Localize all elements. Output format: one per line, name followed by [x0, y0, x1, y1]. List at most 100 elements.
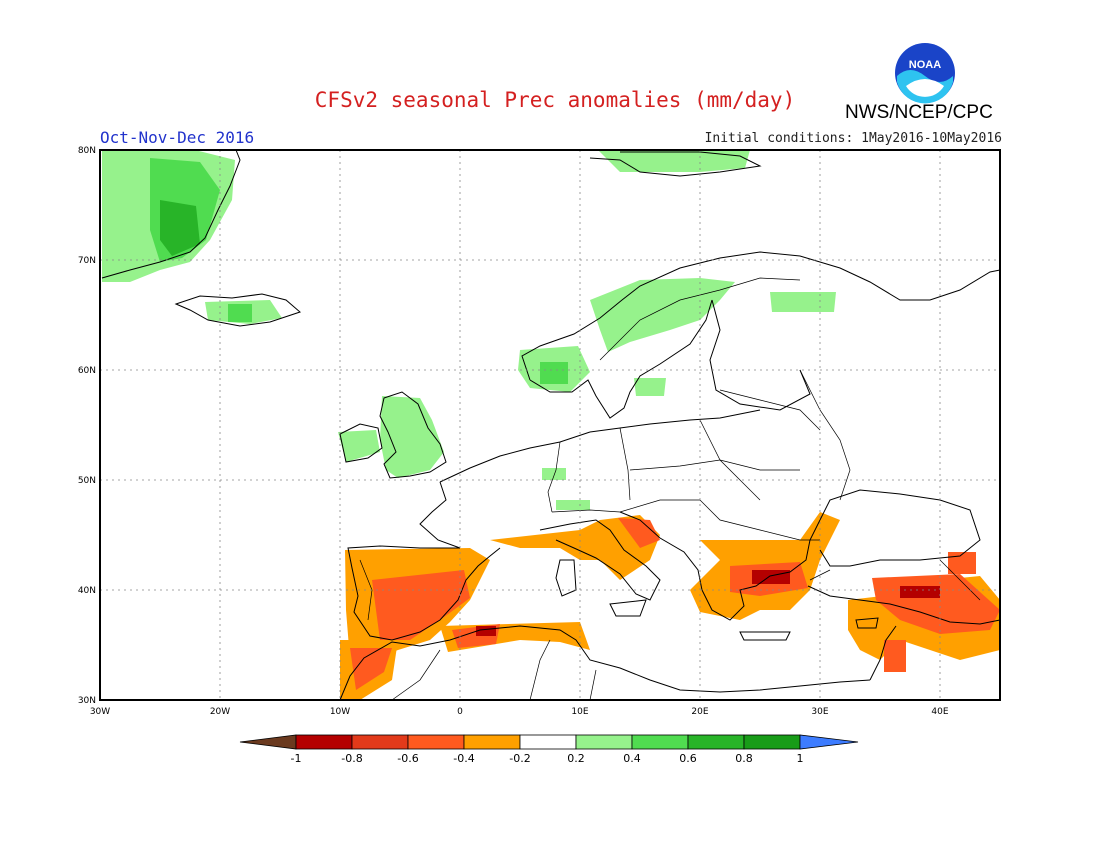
svalbard-coast — [589, 151, 762, 177]
legend-swatch — [743, 734, 801, 750]
levant-coast — [869, 625, 897, 681]
greece-coast — [701, 519, 821, 621]
color-legend: -1 -0.8 -0.6 -0.4 -0.2 0.2 0.4 0.6 0.8 1 — [239, 734, 859, 765]
levant-dry-anomaly — [884, 640, 906, 672]
country-borders — [359, 277, 981, 701]
legend-swatch — [575, 734, 633, 750]
legend-arrow-high — [799, 734, 859, 750]
greenland-wet-anomaly-core — [160, 200, 200, 256]
noaa-logo-text: NOAA — [909, 59, 941, 71]
border-north-africa — [391, 639, 597, 701]
lon-label: 30W — [90, 707, 110, 717]
sicily-coast — [609, 599, 647, 617]
lon-label: 20E — [691, 707, 708, 717]
map-title: CFSv2 seasonal Prec anomalies (mm/day) — [314, 88, 796, 112]
legend-swatch — [687, 734, 745, 750]
legend-arrow-low — [239, 734, 297, 750]
lon-label: 20W — [210, 707, 230, 717]
legend-label: -0.4 — [453, 752, 474, 765]
ireland-wet-anomaly — [338, 430, 380, 462]
legend-label: -0.8 — [341, 752, 362, 765]
gulf-of-bothnia-coast — [709, 299, 811, 411]
greece-dry-anomaly-core — [752, 570, 790, 584]
legend-label: 0.6 — [679, 752, 697, 765]
legend-label: 0.8 — [735, 752, 753, 765]
lat-label: 40N — [78, 586, 96, 596]
dry-anomalies — [340, 512, 1000, 700]
morocco-dry-anomaly-strong — [350, 648, 392, 690]
svalbard-wet-anomaly — [598, 150, 750, 172]
border-balkans — [699, 499, 820, 541]
lat-tick-labels: 80N 70N 60N 50N 40N 30N — [78, 146, 96, 706]
lat-label: 70N — [78, 256, 96, 266]
lat-label: 50N — [78, 476, 96, 486]
alps-wet-anomaly — [556, 500, 590, 510]
adriatic-east-coast — [619, 511, 703, 591]
sw-norway-wet-anomaly-core — [540, 362, 568, 384]
lat-label: 30N — [78, 696, 96, 706]
legend-label: 0.2 — [567, 752, 585, 765]
iberia-coast — [347, 545, 501, 641]
legend-label: 1 — [797, 752, 804, 765]
north-africa-coast — [339, 625, 871, 701]
norway-coast — [521, 251, 1001, 381]
turkey-dry-anomaly-core — [900, 586, 940, 598]
lon-tick-labels: 30W 20W 10W 0 10E 20E 30E 40E — [90, 707, 949, 717]
border-baltics — [719, 389, 821, 431]
britain-coast — [379, 391, 447, 479]
france-coast — [419, 481, 461, 549]
lon-label: 40E — [931, 707, 948, 717]
scandinavia-south-coast — [529, 299, 713, 419]
graticule — [100, 150, 1000, 700]
legend-label: -1 — [291, 752, 302, 765]
ireland-coast — [339, 423, 383, 463]
greenland-coast — [101, 149, 241, 279]
legend-swatch — [351, 734, 409, 750]
iceland-coast — [174, 293, 301, 327]
crete-coast — [739, 631, 791, 641]
uk-wet-anomaly — [380, 396, 444, 478]
germany-wet-anomaly — [542, 468, 566, 480]
border-poland-east — [699, 419, 761, 501]
noaa-logo: NOAA — [895, 43, 955, 104]
agency-label: NWS/NCEP/CPC — [845, 102, 993, 123]
lon-label: 10W — [330, 707, 350, 717]
coastlines — [101, 149, 1001, 701]
border-central-east — [629, 459, 800, 471]
map-frame — [99, 149, 1001, 701]
legend-labels: -1 -0.8 -0.6 -0.4 -0.2 0.2 0.4 0.6 0.8 1 — [291, 752, 804, 765]
black-sea-coast — [819, 489, 981, 567]
border-france-germany — [547, 441, 561, 513]
lon-label: 10E — [571, 707, 588, 717]
season-label: Oct-Nov-Dec 2016 — [100, 128, 255, 147]
legend-swatch — [407, 734, 465, 750]
turkey-south-coast — [807, 585, 1001, 625]
norway-wet-anomaly — [590, 278, 735, 352]
border-turkey — [809, 559, 981, 601]
finland-wet-anomaly — [770, 292, 836, 312]
cyprus-coast — [855, 617, 879, 629]
lat-label: 80N — [78, 146, 96, 156]
border-russia-west — [799, 369, 851, 501]
baltic-coast — [589, 409, 761, 433]
lon-label: 30E — [811, 707, 828, 717]
legend-swatch — [519, 734, 577, 750]
continent-west-coast — [439, 431, 591, 483]
legend-swatch — [463, 734, 521, 750]
wet-anomalies — [102, 150, 836, 510]
baltic-wet-anomaly — [634, 378, 666, 396]
legend-label: 0.4 — [623, 752, 641, 765]
iberia-dry-anomaly-strong — [372, 570, 470, 640]
algeria-dry-anomaly-core — [476, 626, 496, 636]
sardinia-coast — [555, 559, 577, 597]
legend-swatch — [631, 734, 689, 750]
italy-coast — [539, 519, 661, 601]
lat-label: 60N — [78, 366, 96, 376]
border-germany-poland — [619, 427, 631, 501]
initial-conditions-label: Initial conditions: 1May2016-10May2016 — [704, 131, 1002, 146]
border-alps — [551, 499, 700, 513]
adriatic-dry-anomaly — [618, 518, 660, 548]
caucasus-dry-anomaly — [948, 552, 976, 574]
legend-label: -0.2 — [509, 752, 530, 765]
